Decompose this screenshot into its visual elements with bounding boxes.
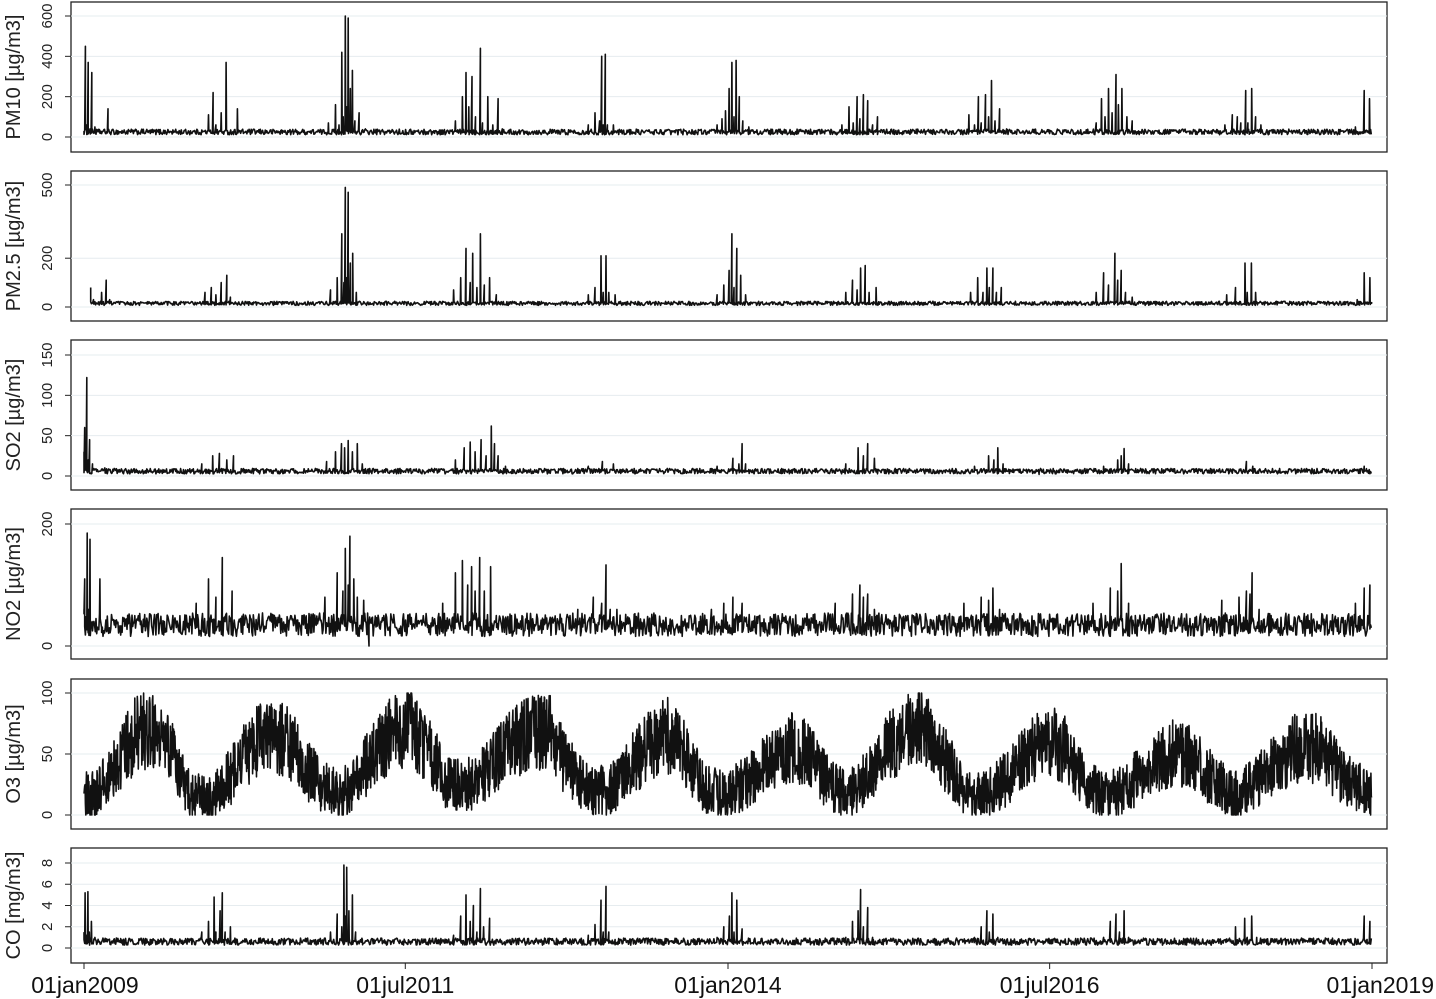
y-tick-label: 100	[39, 383, 56, 408]
y-tick-label: 0	[39, 133, 56, 141]
panel-5: 0 50 100 O3 [µg/m3]	[3, 678, 1388, 830]
y-tick-label: 0	[39, 811, 56, 819]
y-tick-label: 200	[39, 246, 56, 271]
panel-frame	[70, 508, 1388, 660]
x-tick-label: 01jan2014	[674, 972, 782, 998]
series-line	[83, 864, 1373, 946]
panel-2: 0 200 500 PM2.5 [µg/m3]	[3, 170, 1388, 322]
y-tick-label: 200	[39, 84, 56, 109]
y-tick-label: 8	[39, 859, 56, 867]
panel-6: 0 2 4 6 8 CO [mg/m3]	[3, 847, 1388, 964]
y-tick-label: 0	[39, 303, 56, 311]
y-axis-label: PM2.5 [µg/m3]	[3, 181, 25, 311]
y-axis-label: CO [mg/m3]	[3, 852, 25, 960]
y-tick-label: 0	[39, 944, 56, 952]
y-axis-label: O3 [µg/m3]	[3, 704, 25, 803]
y-tick-label: 50	[39, 746, 56, 763]
y-tick-label: 200	[39, 511, 56, 536]
x-tick-label: 01jul2011	[356, 972, 454, 998]
series-line	[83, 15, 1373, 136]
y-tick-label: 4	[39, 901, 56, 909]
series-line	[83, 376, 1373, 476]
y-tick-label: 400	[39, 44, 56, 69]
y-tick-label: 150	[39, 342, 56, 367]
panel-1: 0 200 400 600 PM10 [µg/m3]	[3, 1, 1388, 153]
x-tick-label: 01jul2016	[1000, 972, 1100, 998]
series-line	[83, 692, 1373, 816]
x-axis: 01jan2009 01jul2011 01jan2014 01jul2016 01ja…	[31, 963, 1434, 998]
series-line	[83, 532, 1373, 647]
y-tick-label: 600	[39, 3, 56, 28]
y-tick-label: 0	[39, 642, 56, 650]
panel-frame	[70, 339, 1388, 491]
series-line	[89, 186, 1373, 307]
y-tick-label: 50	[39, 427, 56, 444]
y-tick-label: 2	[39, 923, 56, 931]
panel-4: 0 200 NO2 [µg/m3]	[3, 508, 1388, 660]
y-tick-label: 100	[39, 680, 56, 705]
x-tick-label: 01jan2009	[31, 972, 138, 998]
y-axis-label: NO2 [µg/m3]	[3, 527, 25, 641]
y-tick-label: 500	[39, 172, 56, 197]
y-axis-label: PM10 [µg/m3]	[3, 15, 25, 140]
y-tick-label: 0	[39, 472, 56, 480]
y-tick-label: 6	[39, 880, 56, 888]
x-tick-label: 01jan2019	[1327, 972, 1434, 998]
y-axis-label: SO2 [µg/m3]	[3, 359, 25, 472]
panel-3: 0 50 100 150 SO2 [µg/m3]	[3, 339, 1388, 491]
